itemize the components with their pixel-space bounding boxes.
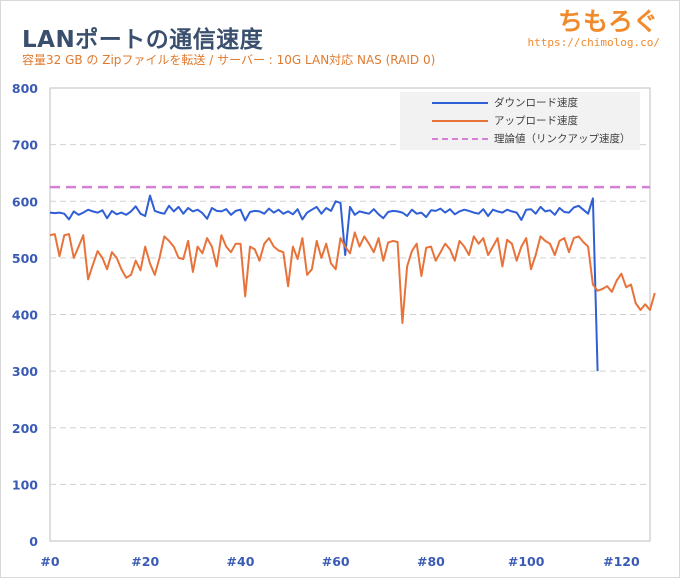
x-tick-label: #20	[131, 554, 159, 569]
x-tick-label: #40	[227, 554, 255, 569]
legend-label-download: ダウンロード速度	[494, 97, 578, 109]
legend-swatch-theory	[432, 138, 488, 140]
x-tick-label: #0	[40, 554, 59, 569]
x-tick-label: #120	[603, 554, 640, 569]
legend-label-upload: アップロード速度	[494, 115, 578, 127]
x-tick-label: #100	[508, 554, 545, 569]
chart-legend: ダウンロード速度 アップロード速度 理論値（リンクアップ速度）	[400, 92, 640, 150]
site-logo: ちもろぐ https://chimolog.co/	[528, 2, 666, 56]
y-tick-label: 600	[12, 194, 38, 209]
legend-swatch-upload	[432, 120, 488, 122]
y-tick-label: 0	[29, 534, 38, 549]
x-tick-label: #80	[417, 554, 445, 569]
y-tick-label: 400	[12, 308, 38, 323]
chart-title: LANポートの通信速度	[22, 27, 264, 53]
legend-item-theory: 理論値（リンクアップ速度）	[400, 130, 640, 148]
legend-label-theory: 理論値（リンクアップ速度）	[494, 133, 631, 145]
logo-url: https://chimolog.co/	[527, 36, 660, 49]
y-tick-label: 500	[12, 251, 38, 266]
y-tick-label: 800	[12, 81, 38, 96]
series-line-download	[49, 194, 599, 372]
y-tick-label: 300	[12, 364, 38, 379]
legend-swatch-download	[432, 102, 488, 104]
y-tick-label: 200	[12, 421, 38, 436]
legend-item-download: ダウンロード速度	[400, 94, 640, 112]
logo-text: ちもろぐ	[557, 7, 658, 36]
y-tick-label: 100	[12, 477, 38, 492]
x-tick-label: #60	[322, 554, 350, 569]
series-line-upload	[49, 231, 656, 324]
y-tick-label: 700	[12, 138, 38, 153]
chart-subtitle: 容量32 GB の Zipファイルを転送 / サーバー : 10G LAN対応 …	[22, 53, 436, 67]
legend-item-upload: アップロード速度	[400, 112, 640, 130]
